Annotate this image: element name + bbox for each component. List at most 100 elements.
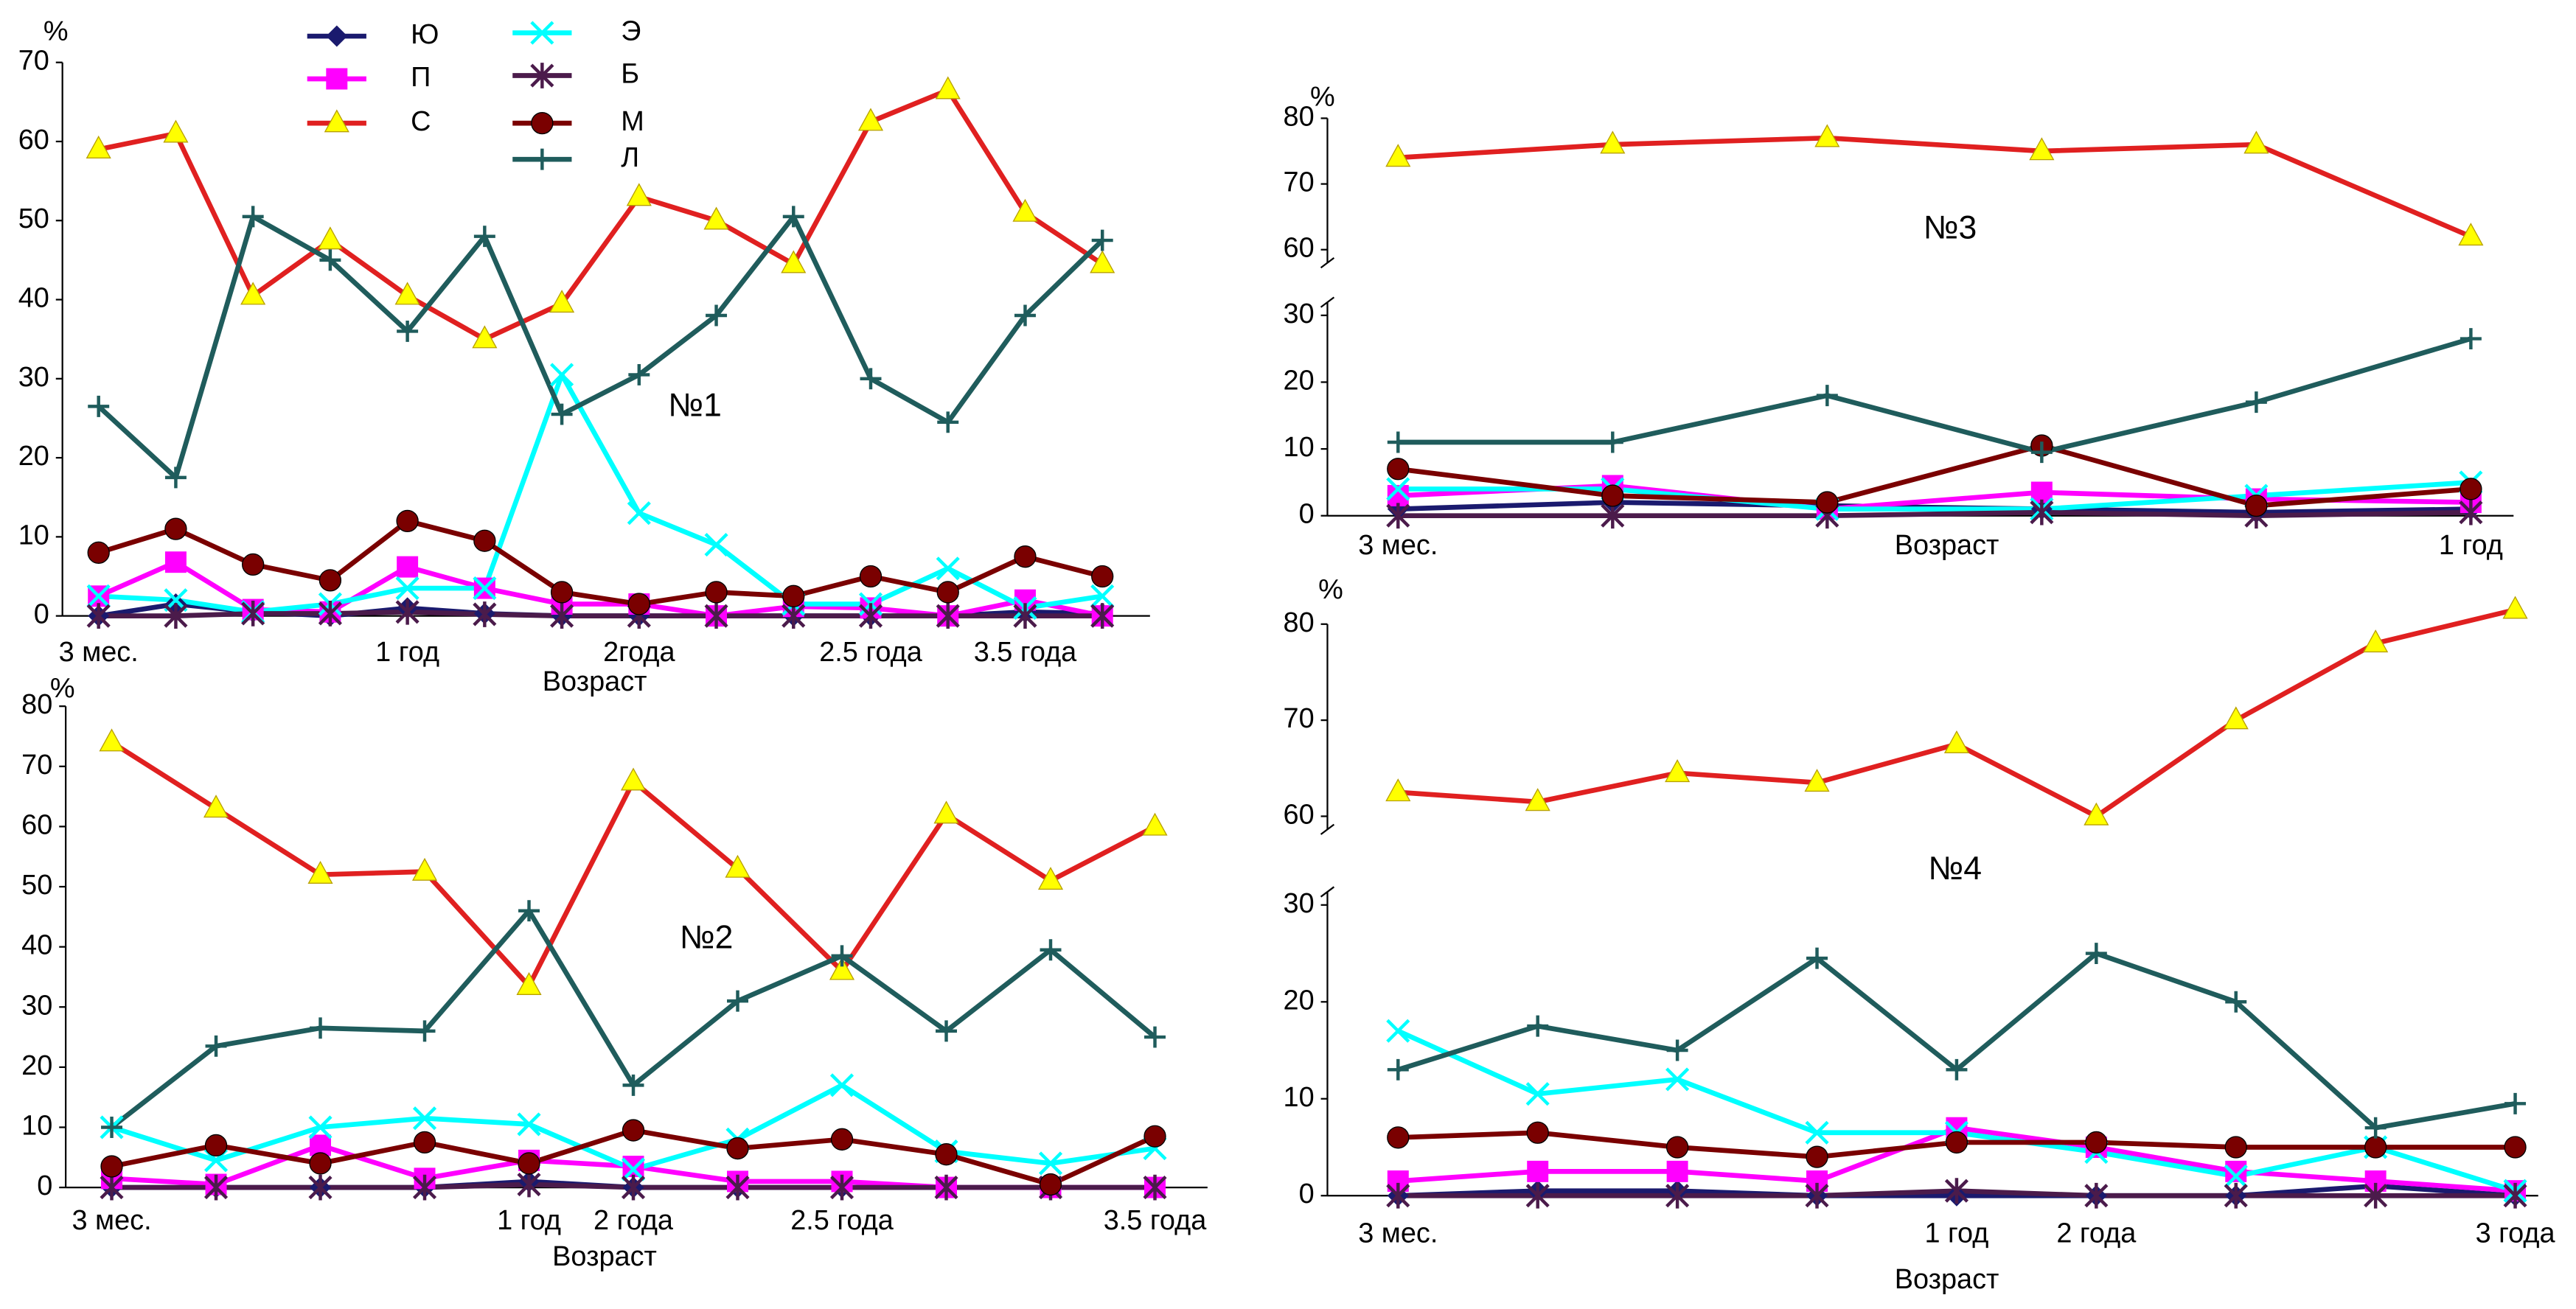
marker xyxy=(936,603,960,629)
marker xyxy=(473,601,497,627)
series-line xyxy=(1398,336,2472,455)
marker xyxy=(1665,759,1691,783)
x-axis-label: Возраст xyxy=(1895,530,1999,561)
marker xyxy=(622,1156,644,1178)
marker xyxy=(1012,198,1038,222)
y-tick-label: 30 xyxy=(18,362,49,393)
marker xyxy=(318,569,342,592)
marker xyxy=(831,945,853,967)
marker xyxy=(551,403,573,425)
marker xyxy=(937,411,959,433)
marker xyxy=(1038,1151,1063,1176)
marker xyxy=(621,1174,646,1201)
marker xyxy=(1665,1136,1689,1159)
marker xyxy=(242,553,265,576)
marker xyxy=(1013,603,1037,629)
x-tick-label: 2года xyxy=(603,637,675,668)
marker xyxy=(517,1171,541,1198)
marker xyxy=(163,119,189,143)
marker xyxy=(1806,947,1828,969)
marker xyxy=(1143,1125,1166,1148)
marker xyxy=(1943,730,1969,753)
y-tick-label: 70 xyxy=(1284,167,1315,198)
marker xyxy=(2243,130,2269,154)
x-tick-label: 2.5 года xyxy=(790,1205,894,1236)
marker xyxy=(397,556,419,578)
axis-break xyxy=(1320,296,1335,308)
y-axis-label: % xyxy=(1318,574,1343,605)
marker xyxy=(1387,458,1410,481)
marker xyxy=(2458,223,2484,246)
y-tick-label: 20 xyxy=(1284,985,1315,1016)
x-tick-label: 3 мес. xyxy=(72,1205,151,1236)
x-tick-label: 2 года xyxy=(2056,1218,2137,1249)
marker xyxy=(703,206,729,230)
marker xyxy=(308,1174,333,1201)
marker xyxy=(530,63,554,88)
x-tick-label: 3 года xyxy=(2476,1218,2556,1249)
marker xyxy=(326,68,348,90)
marker xyxy=(99,728,125,752)
marker xyxy=(531,148,553,170)
marker xyxy=(203,1174,229,1201)
marker xyxy=(1666,1160,1688,1182)
y-tick-label: 40 xyxy=(18,283,49,314)
marker xyxy=(2084,802,2109,825)
marker xyxy=(627,501,651,526)
marker xyxy=(473,529,496,552)
y-tick-label: 70 xyxy=(21,750,52,781)
marker xyxy=(1805,1182,1829,1209)
marker xyxy=(936,581,959,604)
marker xyxy=(860,368,882,390)
marker xyxy=(518,1152,540,1175)
marker xyxy=(1037,867,1064,890)
marker xyxy=(935,76,961,100)
marker xyxy=(1143,1174,1167,1201)
marker xyxy=(550,363,574,387)
marker xyxy=(705,581,728,604)
legend-label: П xyxy=(411,62,431,93)
marker xyxy=(1014,545,1037,568)
marker xyxy=(1814,124,1840,147)
marker xyxy=(1601,431,1623,453)
marker xyxy=(1527,1015,1549,1037)
marker xyxy=(1527,1160,1549,1182)
series-line xyxy=(98,609,1103,618)
marker xyxy=(1386,477,1410,501)
legend-label: М xyxy=(621,106,644,137)
y-tick-label: 0 xyxy=(1299,1179,1315,1209)
series-line xyxy=(98,87,1104,342)
marker xyxy=(1386,1182,1410,1209)
marker xyxy=(622,1074,644,1096)
marker xyxy=(1805,1120,1829,1145)
x-axis-label: Возраст xyxy=(543,666,647,697)
marker xyxy=(2245,494,2268,517)
y-tick-label: 20 xyxy=(1284,365,1315,396)
marker xyxy=(627,593,650,615)
marker xyxy=(829,957,855,980)
marker xyxy=(1091,565,1114,588)
marker xyxy=(412,1106,437,1131)
marker xyxy=(317,226,343,250)
annotation: №4 xyxy=(1928,851,1982,887)
marker xyxy=(2364,1136,2387,1159)
marker xyxy=(2030,481,2053,503)
marker xyxy=(307,860,333,884)
x-tick-label: 2 года xyxy=(593,1205,674,1236)
y-axis-label: % xyxy=(43,16,69,47)
x-tick-label: 1 год xyxy=(1924,1218,1988,1249)
marker xyxy=(164,551,187,573)
marker xyxy=(309,1152,332,1175)
marker xyxy=(1090,584,1115,608)
marker xyxy=(1387,431,1409,453)
marker xyxy=(1014,304,1036,327)
marker xyxy=(86,603,111,629)
marker xyxy=(395,598,420,625)
y-tick-label: 50 xyxy=(18,203,49,234)
x-tick-label: 1 год xyxy=(375,637,439,668)
marker xyxy=(1600,130,1626,154)
marker xyxy=(727,990,748,1012)
annotation: №2 xyxy=(680,919,734,955)
marker xyxy=(782,206,804,228)
